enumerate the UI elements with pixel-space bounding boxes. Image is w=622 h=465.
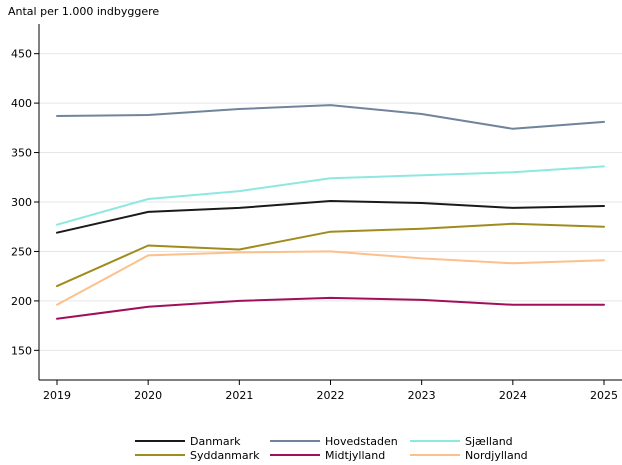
x-tick-label: 2022 — [317, 389, 345, 402]
y-tick-label: 250 — [11, 245, 32, 258]
x-tick-label: 2024 — [499, 389, 527, 402]
series-line-hovedstaden — [56, 104, 605, 130]
series-line-nordjylland — [56, 250, 605, 306]
x-tick-label: 2023 — [408, 389, 436, 402]
legend-label: Danmark — [190, 435, 241, 448]
y-axis-label: Antal per 1.000 indbyggere — [8, 5, 159, 18]
x-tick-label: 2025 — [590, 389, 618, 402]
legend-label: Midtjylland — [325, 449, 385, 462]
x-axis-ticks: 2019 2020 2021 2022 2023 2024 2025 — [43, 380, 618, 402]
series-line-sjælland — [56, 165, 605, 226]
legend-label: Syddanmark — [190, 449, 260, 462]
series-line-midtjylland — [56, 296, 605, 320]
y-tick-label: 200 — [11, 295, 32, 308]
y-tick-label: 450 — [11, 48, 32, 61]
y-tick-label: 350 — [11, 147, 32, 160]
y-axis-ticks: 150 200 250 300 350 400 450 — [11, 48, 39, 357]
y-tick-label: 150 — [11, 344, 32, 357]
legend-label: Nordjylland — [465, 449, 528, 462]
legend-label: Sjælland — [465, 435, 513, 448]
series-line-danmark — [56, 200, 605, 234]
legend: Danmark Hovedstaden Sjælland Syddanmark Midt… — [135, 435, 528, 462]
y-tick-label: 400 — [11, 97, 32, 110]
x-tick-label: 2019 — [43, 389, 71, 402]
series-line-syddanmark — [56, 222, 605, 288]
series-lines — [56, 104, 605, 320]
x-tick-label: 2020 — [134, 389, 162, 402]
y-tick-label: 300 — [11, 196, 32, 209]
axes — [38, 24, 622, 381]
x-tick-label: 2021 — [225, 389, 253, 402]
legend-label: Hovedstaden — [325, 435, 398, 448]
